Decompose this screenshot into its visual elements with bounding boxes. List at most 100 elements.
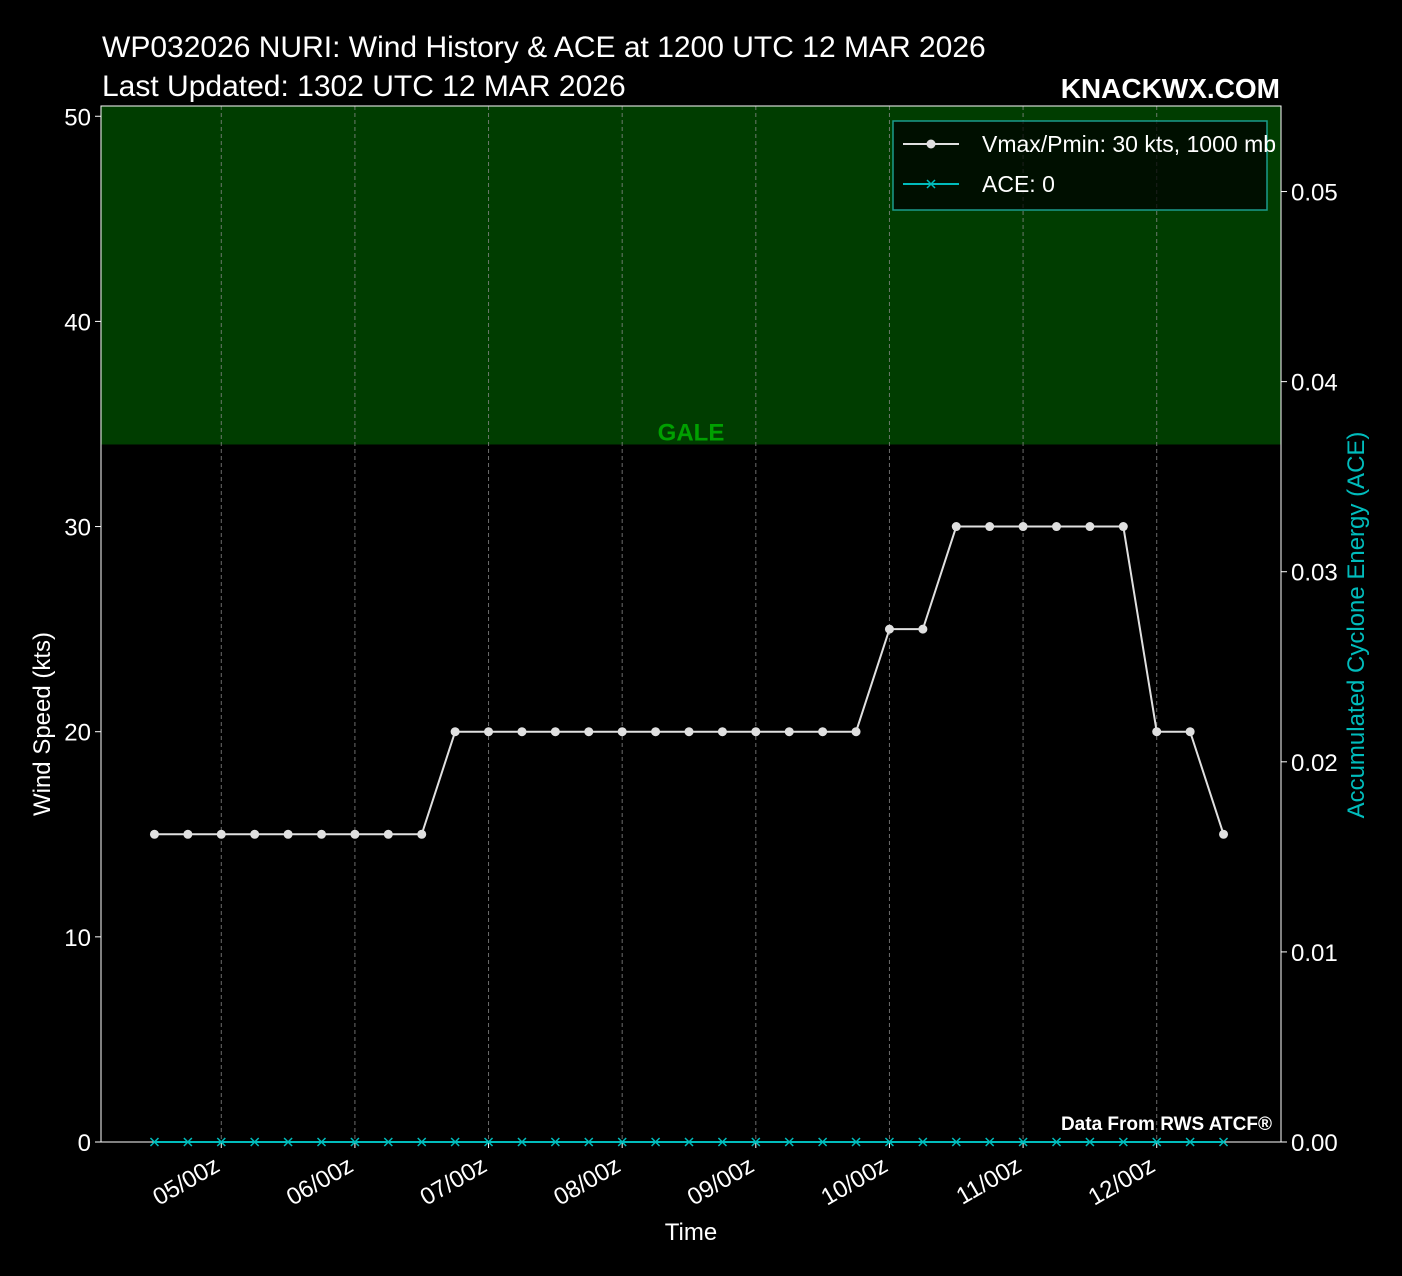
vmax-point bbox=[1085, 522, 1095, 532]
ace-marker-stroke bbox=[1018, 1137, 1028, 1147]
vmax-point bbox=[717, 727, 727, 737]
ace-marker-stroke bbox=[149, 1137, 159, 1147]
ace-point bbox=[550, 1137, 560, 1147]
ace-point bbox=[951, 1137, 961, 1147]
vmax-point bbox=[250, 829, 260, 839]
ace-point bbox=[350, 1137, 360, 1147]
ace-point bbox=[985, 1137, 995, 1147]
ace-point bbox=[851, 1137, 861, 1147]
ace-marker-stroke bbox=[484, 1137, 494, 1147]
vmax-point bbox=[1185, 727, 1195, 737]
ace-marker-stroke bbox=[350, 1137, 360, 1147]
gale-label: GALE bbox=[658, 419, 725, 446]
vmax-point bbox=[1018, 522, 1028, 532]
ace-point bbox=[450, 1137, 460, 1147]
ace-marker-stroke bbox=[884, 1137, 894, 1147]
legend-ace-label: ACE: 0 bbox=[982, 171, 1055, 197]
ace-point bbox=[884, 1137, 894, 1147]
ace-marker-stroke bbox=[1118, 1137, 1128, 1147]
vmax-point bbox=[450, 727, 460, 737]
ace-point bbox=[216, 1137, 226, 1147]
vmax-point bbox=[417, 829, 427, 839]
vmax-point bbox=[1152, 727, 1162, 737]
ace-marker-stroke bbox=[717, 1137, 727, 1147]
ace-marker-stroke bbox=[851, 1137, 861, 1147]
ace-point bbox=[918, 1137, 928, 1147]
vmax-point bbox=[316, 829, 326, 839]
vmax-point bbox=[918, 624, 928, 634]
y2-tick-label: 0.05 bbox=[1291, 180, 1338, 207]
vmax-point bbox=[884, 624, 894, 634]
legend: Vmax/Pmin: 30 kts, 1000 mb ACE: 0 bbox=[892, 120, 1276, 211]
ace-point bbox=[383, 1137, 393, 1147]
vmax-point bbox=[851, 727, 861, 737]
vmax-point bbox=[951, 522, 961, 532]
ace-marker-stroke bbox=[1219, 1137, 1229, 1147]
plot-area: GALE010203040500.000.010.020.030.040.050… bbox=[29, 104, 1370, 1246]
ace-point bbox=[484, 1137, 494, 1147]
y2-tick-label: 0.00 bbox=[1291, 1130, 1338, 1157]
ace-point bbox=[1185, 1137, 1195, 1147]
y-tick-label: 50 bbox=[64, 104, 91, 131]
ace-marker-stroke bbox=[383, 1137, 393, 1147]
ace-point bbox=[717, 1137, 727, 1147]
ace-marker-stroke bbox=[617, 1137, 627, 1147]
chart-title: WP032026 NURI: Wind History & ACE at 120… bbox=[102, 31, 986, 64]
ace-point bbox=[651, 1137, 661, 1147]
vmax-point bbox=[216, 829, 226, 839]
ace-marker-stroke bbox=[1085, 1137, 1095, 1147]
x-axis-label: Time bbox=[665, 1219, 717, 1246]
ace-marker-stroke bbox=[216, 1137, 226, 1147]
y-axis-label: Wind Speed (kts) bbox=[29, 632, 56, 816]
ace-point bbox=[250, 1137, 260, 1147]
y-tick-label: 0 bbox=[78, 1130, 91, 1157]
ace-marker-stroke bbox=[684, 1137, 694, 1147]
ace-point bbox=[584, 1137, 594, 1147]
ace-point bbox=[684, 1137, 694, 1147]
vmax-point bbox=[383, 829, 393, 839]
ace-point bbox=[316, 1137, 327, 1147]
ace-point bbox=[784, 1137, 794, 1147]
vmax-point bbox=[1051, 522, 1061, 532]
ace-marker-stroke bbox=[417, 1137, 427, 1147]
vmax-point bbox=[684, 727, 694, 737]
vmax-point bbox=[651, 727, 661, 737]
ace-point bbox=[1219, 1137, 1229, 1147]
vmax-point bbox=[484, 727, 494, 737]
ace-marker-stroke bbox=[951, 1137, 961, 1147]
ace-marker-stroke bbox=[316, 1137, 327, 1147]
vmax-point bbox=[283, 829, 293, 839]
data-source-label: Data From RWS ATCF® bbox=[1061, 1114, 1272, 1135]
ace-marker-stroke bbox=[584, 1137, 594, 1147]
ace-marker-stroke bbox=[1152, 1137, 1162, 1147]
y2-tick-label: 0.03 bbox=[1291, 560, 1338, 587]
ace-marker-stroke bbox=[250, 1137, 260, 1147]
y2-tick-label: 0.04 bbox=[1291, 370, 1338, 397]
ace-marker-stroke bbox=[818, 1137, 828, 1147]
ace-marker-stroke bbox=[918, 1137, 928, 1147]
y2-axis-label: Accumulated Cyclone Energy (ACE) bbox=[1343, 432, 1370, 819]
legend-vmax-label: Vmax/Pmin: 30 kts, 1000 mb bbox=[982, 131, 1276, 157]
vmax-point bbox=[550, 727, 560, 737]
ace-marker-stroke bbox=[985, 1137, 995, 1147]
vmax-point bbox=[784, 727, 794, 737]
ace-marker-stroke bbox=[450, 1137, 460, 1147]
legend-vmax-marker bbox=[926, 139, 936, 149]
ace-point bbox=[283, 1137, 293, 1147]
ace-marker-stroke bbox=[784, 1137, 794, 1147]
legend-ace-marker bbox=[926, 179, 936, 189]
legend-ace-marker-stroke bbox=[926, 179, 936, 189]
vmax-point bbox=[985, 522, 995, 532]
ace-marker-stroke bbox=[1051, 1137, 1062, 1147]
ace-point bbox=[517, 1137, 527, 1147]
vmax-point bbox=[751, 727, 761, 737]
ace-point bbox=[1018, 1137, 1028, 1147]
vmax-point bbox=[818, 727, 828, 737]
vmax-point bbox=[517, 727, 527, 737]
y-tick-label: 20 bbox=[64, 720, 91, 747]
ace-point bbox=[183, 1137, 193, 1147]
y-tick-label: 40 bbox=[64, 309, 91, 336]
vmax-point bbox=[183, 829, 193, 839]
ace-point bbox=[1152, 1137, 1162, 1147]
